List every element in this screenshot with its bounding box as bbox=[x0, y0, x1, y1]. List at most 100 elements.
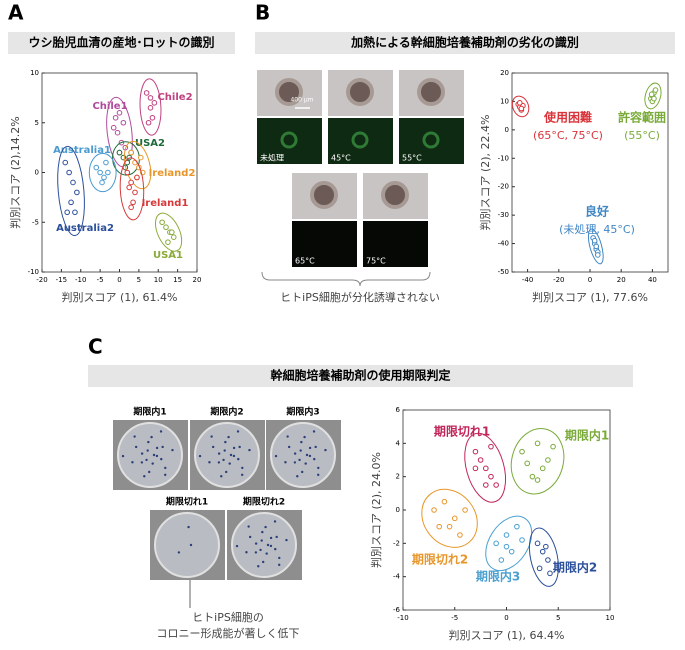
cluster-ellipse bbox=[511, 95, 530, 118]
colony bbox=[143, 475, 146, 478]
data-point bbox=[498, 557, 505, 563]
colony bbox=[241, 466, 244, 470]
series-label: 期限切れ1 bbox=[434, 424, 490, 439]
data-point bbox=[483, 482, 489, 488]
series-label: Australia1 bbox=[53, 145, 111, 156]
colony bbox=[247, 525, 250, 528]
data-point bbox=[547, 570, 553, 577]
x-tick-label: 15 bbox=[173, 276, 182, 284]
x-axis-label: 判別スコア (1), 64.4% bbox=[448, 629, 564, 642]
data-point bbox=[493, 540, 499, 547]
data-point bbox=[472, 448, 479, 455]
colony bbox=[241, 473, 244, 477]
colony bbox=[160, 457, 163, 461]
x-tick-label: -20 bbox=[553, 276, 564, 284]
data-point bbox=[134, 174, 140, 181]
y-tick-label: -10 bbox=[28, 268, 39, 276]
colony bbox=[285, 538, 288, 542]
data-point bbox=[493, 482, 499, 488]
colony bbox=[146, 449, 149, 452]
photo-label: 期限切れ2 bbox=[243, 496, 285, 508]
data-point bbox=[163, 224, 169, 231]
cluster-ellipse bbox=[587, 228, 604, 265]
colony bbox=[313, 457, 316, 461]
data-point bbox=[431, 507, 437, 513]
photo-label: 45°C bbox=[331, 154, 351, 163]
colony bbox=[164, 466, 167, 470]
colony bbox=[278, 563, 281, 567]
y-tick-label: -30 bbox=[498, 211, 509, 219]
data-point bbox=[539, 548, 546, 555]
data-point bbox=[145, 119, 152, 126]
y-tick-label: -6 bbox=[393, 606, 401, 614]
data-point bbox=[534, 540, 541, 547]
data-point bbox=[519, 537, 525, 543]
photo-label: 未処理 bbox=[260, 153, 284, 163]
colony bbox=[260, 539, 263, 542]
series-label: Ireland1 bbox=[142, 198, 189, 209]
photo-caption: ヒトiPS細胞の bbox=[192, 611, 264, 624]
photo-label: 期限内2 bbox=[210, 406, 243, 418]
series-label: Australia2 bbox=[56, 223, 114, 234]
panel-title: 加熱による幹細胞培養補助剤の劣化の識別 bbox=[350, 35, 579, 50]
y-tick-label: -5 bbox=[32, 218, 39, 226]
data-point bbox=[593, 243, 600, 250]
panel-label: A bbox=[8, 1, 24, 25]
photo-caption: ヒトiPS細胞が分化誘導されない bbox=[280, 290, 440, 304]
data-point bbox=[477, 457, 484, 463]
colony bbox=[293, 452, 297, 455]
colony bbox=[257, 565, 260, 568]
data-point bbox=[114, 129, 121, 136]
colony bbox=[300, 440, 303, 444]
fluorescence-photo bbox=[399, 118, 464, 164]
colony bbox=[303, 435, 306, 439]
photo-label: 期限切れ1 bbox=[166, 496, 208, 508]
fluorescence bbox=[422, 131, 440, 149]
colony bbox=[254, 551, 258, 554]
colony bbox=[225, 470, 228, 474]
colony bbox=[148, 470, 151, 474]
data-point bbox=[536, 565, 543, 572]
data-point bbox=[648, 91, 655, 98]
colony bbox=[264, 525, 267, 529]
series-label: Ireland2 bbox=[149, 168, 196, 179]
photo-label: 65°C bbox=[295, 257, 315, 266]
x-tick-label: 10 bbox=[606, 614, 615, 622]
colony bbox=[217, 452, 221, 455]
colony bbox=[259, 548, 262, 552]
colony bbox=[147, 440, 150, 444]
series-annotation: (未処理, 45°C) bbox=[559, 223, 635, 236]
colony bbox=[274, 547, 277, 551]
y-tick-label: 4 bbox=[396, 439, 401, 447]
colony bbox=[293, 461, 297, 464]
colony bbox=[140, 461, 144, 464]
data-point bbox=[149, 114, 156, 121]
cluster-ellipse bbox=[57, 145, 85, 237]
data-point bbox=[66, 169, 72, 176]
data-point bbox=[101, 174, 107, 181]
data-point bbox=[70, 179, 76, 186]
series-label: USA2 bbox=[135, 138, 165, 149]
colony bbox=[232, 446, 236, 450]
data-point bbox=[97, 169, 103, 176]
data-point bbox=[508, 548, 515, 555]
colony bbox=[211, 445, 215, 449]
data-point bbox=[169, 229, 175, 235]
series-annotation: (65°C, 75°C) bbox=[533, 129, 603, 142]
title-bar bbox=[255, 32, 675, 54]
colony bbox=[152, 453, 156, 457]
data-point bbox=[550, 443, 556, 450]
fluorescence-photo bbox=[328, 118, 393, 164]
x-tick-label: 5 bbox=[556, 614, 560, 622]
data-point bbox=[147, 95, 154, 101]
colony bbox=[177, 551, 181, 554]
x-tick-label: 0 bbox=[504, 614, 508, 622]
colony bbox=[287, 445, 291, 449]
data-point bbox=[543, 543, 549, 550]
cluster-ellipse bbox=[528, 527, 559, 587]
y-tick-label: 2 bbox=[396, 473, 400, 481]
x-tick-label: -15 bbox=[56, 276, 67, 284]
colony bbox=[284, 461, 287, 464]
x-tick-label: 10 bbox=[154, 276, 163, 284]
data-point bbox=[503, 543, 510, 550]
